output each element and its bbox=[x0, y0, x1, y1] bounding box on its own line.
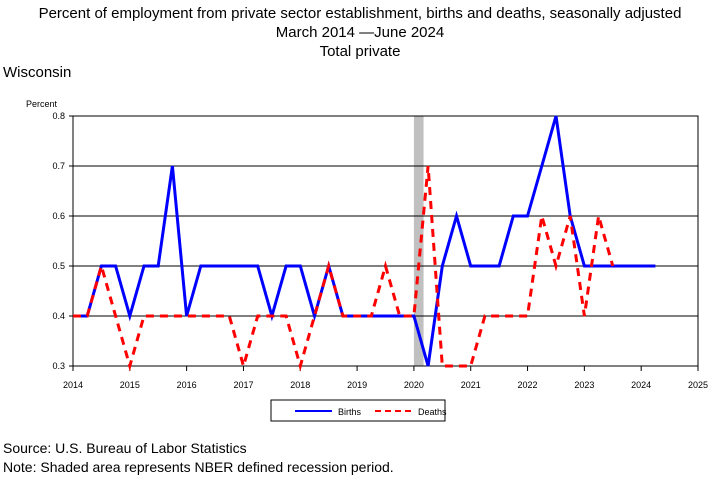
x-tick-label: 2014 bbox=[63, 380, 83, 390]
x-tick-label: 2016 bbox=[177, 380, 197, 390]
recession-shade bbox=[413, 116, 424, 366]
y-tick-label: 0.5 bbox=[52, 261, 65, 271]
legend-box bbox=[270, 399, 446, 422]
x-tick-label: 2022 bbox=[518, 380, 538, 390]
x-tick-label: 2025 bbox=[688, 380, 708, 390]
y-tick-label: 0.7 bbox=[52, 161, 65, 171]
y-tick-label: 0.3 bbox=[52, 361, 65, 371]
recession-note: Note: Shaded area represents NBER define… bbox=[3, 459, 394, 475]
legend-deaths-label: Deaths bbox=[418, 407, 447, 417]
plot-frame bbox=[72, 115, 699, 367]
chart-title: Percent of employment from private secto… bbox=[38, 5, 682, 22]
chart-subtitle-industry: Total private bbox=[319, 43, 401, 60]
legend: Births Deaths bbox=[270, 399, 447, 422]
x-tick-label: 2021 bbox=[461, 380, 481, 390]
x-tick-label: 2023 bbox=[574, 380, 594, 390]
y-tick-label: 0.8 bbox=[52, 111, 65, 121]
x-tick-label: 2024 bbox=[631, 380, 651, 390]
y-tick-label: 0.4 bbox=[52, 311, 65, 321]
y-tick-label: 0.6 bbox=[52, 211, 65, 221]
x-tick-label: 2017 bbox=[233, 380, 253, 390]
x-tick-label: 2019 bbox=[347, 380, 367, 390]
series-line-deaths bbox=[73, 165, 615, 372]
state-label: Wisconsin bbox=[3, 64, 72, 81]
x-tick-label: 2015 bbox=[120, 380, 140, 390]
legend-births-label: Births bbox=[338, 407, 362, 417]
x-tick-label: 2020 bbox=[404, 380, 424, 390]
y-axis-label: Percent bbox=[26, 99, 58, 109]
x-tick-label: 2018 bbox=[290, 380, 310, 390]
source-note: Source: U.S. Bureau of Labor Statistics bbox=[3, 440, 247, 456]
series-line-births bbox=[73, 115, 656, 367]
chart-subtitle-period: March 2014 —June 2024 bbox=[275, 24, 445, 41]
